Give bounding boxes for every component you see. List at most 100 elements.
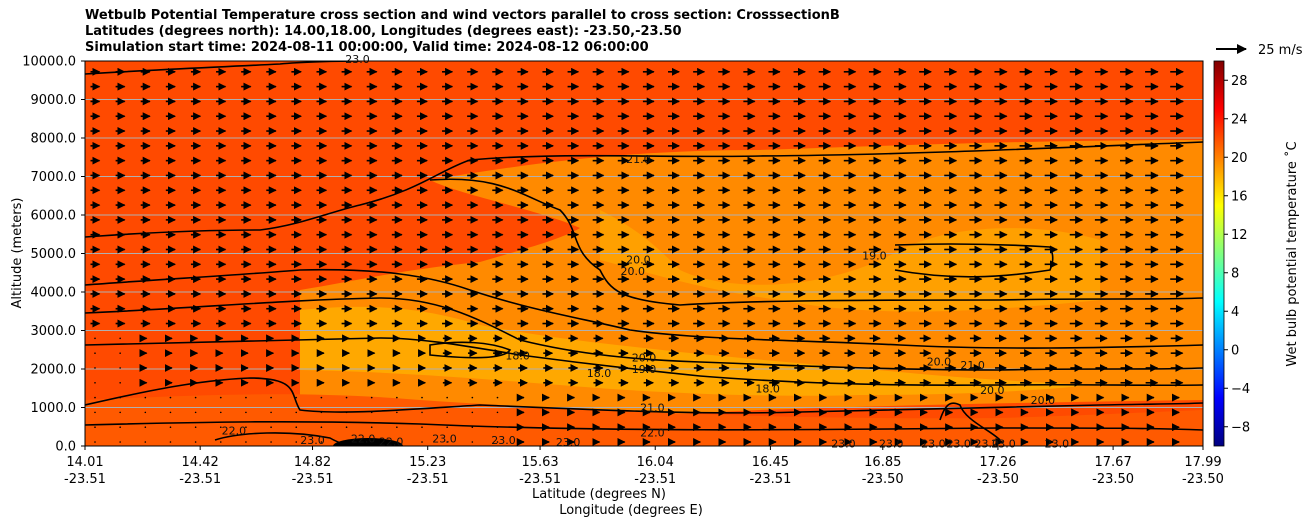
wind-vector	[94, 396, 96, 399]
x-tick-label-lat: 16.04	[637, 455, 674, 470]
wind-vector	[345, 441, 348, 443]
wind-vector	[396, 411, 398, 414]
wind-vector	[320, 426, 323, 428]
wind-vector	[194, 411, 197, 414]
x-tick-label-lat: 17.26	[979, 455, 1016, 470]
wind-vector	[169, 426, 172, 428]
contour-line	[85, 377, 1203, 414]
x-tick-label-lat: 17.99	[1184, 455, 1221, 470]
wind-vector	[245, 411, 247, 414]
contour-label: 20.0	[626, 253, 651, 266]
wind-vector	[421, 441, 423, 443]
contour-label: 23.0	[974, 438, 999, 451]
contour-line	[85, 268, 1203, 349]
contour-label: 21.0	[960, 359, 985, 372]
contour-label: 22.0	[351, 432, 376, 445]
wind-vector	[295, 441, 298, 443]
wind-vector	[320, 396, 323, 399]
wind-vector	[396, 441, 398, 443]
y-tick-label: 9000.0	[31, 93, 77, 108]
contour-label: 18.0	[505, 350, 530, 363]
wind-vector	[496, 426, 499, 428]
chart-title-line-2: Latitudes (degrees north): 14.00,18.00, …	[85, 24, 682, 39]
y-tick-label: 2000.0	[31, 363, 77, 378]
y-tick-label: 10000.0	[22, 55, 76, 70]
colorbar-label: Wet bulb potential temperature ˚C	[1284, 141, 1300, 366]
colorbar-tick-label: 12	[1231, 228, 1248, 243]
colorbar-ticks: −8 −4 0 4 8 12 16 20 24 28	[1224, 74, 1250, 435]
wind-vector	[446, 441, 448, 443]
wind-vector	[320, 441, 323, 443]
wind-vector	[94, 426, 96, 428]
contour-label: 18.0	[755, 382, 780, 395]
wind-vector	[270, 396, 272, 399]
colorbar-tick-label: −4	[1231, 382, 1250, 397]
wind-vector	[94, 441, 96, 443]
y-axis-label: Altitude (meters)	[10, 198, 25, 309]
contour-label: 20.0	[927, 355, 952, 368]
x-axis-label-lat: Latitude (degrees N)	[532, 487, 666, 502]
x-tick-label-lon: -23.51	[64, 472, 106, 487]
x-axis: 14.01 -23.51 14.42 -23.51 14.82 -23.51 15.23 -2…	[64, 446, 1224, 487]
contour-label: 23.0	[556, 436, 581, 449]
wind-vector	[194, 426, 197, 428]
wind-vector	[496, 411, 499, 414]
wind-vector	[119, 337, 121, 340]
contour-label: 23.0	[991, 438, 1016, 451]
contour-label: 20.0	[632, 351, 657, 364]
x-tick-label-lat: 14.01	[66, 455, 103, 470]
wind-vectors	[90, 67, 1184, 446]
wind-vector	[396, 396, 398, 399]
contour-label: 22.0	[640, 427, 665, 440]
wind-vector	[169, 411, 172, 414]
contour-line	[939, 402, 1001, 441]
wind-vector	[144, 426, 147, 428]
wind-vector	[295, 426, 298, 428]
y-tick-label: 5000.0	[31, 247, 77, 262]
wind-vector	[345, 426, 348, 428]
contour-line	[429, 341, 512, 359]
wind-vector	[144, 441, 147, 443]
contour-label: 23.0	[345, 53, 370, 66]
wind-vector	[396, 426, 398, 428]
x-axis-label-lon: Longitude (degrees E)	[559, 503, 703, 518]
y-tick-label: 4000.0	[31, 286, 77, 301]
x-tick-label-lon: -23.50	[977, 472, 1019, 487]
wind-vector	[119, 381, 121, 384]
wind-vector	[245, 441, 247, 443]
x-tick-label-lon: -23.51	[634, 472, 676, 487]
wind-vector	[370, 426, 373, 428]
x-tick-label-lat: 16.45	[752, 455, 789, 470]
wind-vector	[446, 411, 448, 414]
wind-vector	[169, 441, 172, 443]
colorbar-tick-label: 8	[1231, 266, 1239, 281]
y-tick-label: 8000.0	[31, 132, 77, 147]
x-tick-label-lon: -23.51	[292, 472, 334, 487]
contour-label: 21.0	[626, 153, 651, 166]
wind-vector	[219, 411, 222, 414]
wind-vector	[169, 396, 172, 399]
wind-vector	[245, 396, 247, 399]
contour-label: 23.0	[946, 438, 971, 451]
y-tick-label: 0.0	[55, 440, 76, 455]
contour-label: 23.0	[831, 438, 856, 451]
x-tick-label-lon: -23.51	[519, 472, 561, 487]
x-tick-label-lon: -23.50	[1092, 472, 1134, 487]
x-tick-label-lat: 14.82	[294, 455, 331, 470]
wind-vector	[119, 367, 121, 369]
wind-vector	[245, 426, 247, 428]
contour-label: 20.0	[621, 265, 646, 278]
y-tick-label: 3000.0	[31, 324, 77, 339]
contour-label: 19.0	[632, 363, 657, 376]
wind-vector	[270, 426, 272, 428]
wind-vector	[194, 441, 197, 443]
wind-vector	[295, 411, 298, 414]
wind-vector	[194, 396, 197, 399]
wind-vector	[421, 396, 423, 399]
contour-label: 23.0	[491, 434, 516, 447]
wind-vector	[119, 441, 121, 443]
x-tick-label-lat: 17.67	[1095, 455, 1132, 470]
wind-vector	[295, 396, 298, 399]
x-tick-label-lon: -23.50	[1182, 472, 1224, 487]
